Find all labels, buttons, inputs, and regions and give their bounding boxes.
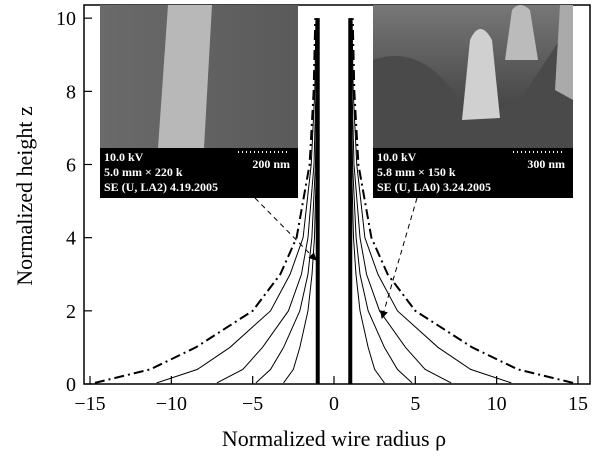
inset-caption: 10.0 kV <box>104 150 144 164</box>
inset-scale: 300 nm <box>527 157 565 171</box>
inset-scale: 200 nm <box>252 157 290 171</box>
sem-pillar <box>462 29 500 120</box>
x-tick-label: 15 <box>568 393 588 415</box>
y-tick-label: 6 <box>66 155 76 177</box>
curve <box>94 18 317 384</box>
sem-caption-box <box>100 148 298 198</box>
y-tick-label: 10 <box>56 8 76 30</box>
x-tick-label: −10 <box>156 393 187 415</box>
plot-frame <box>83 4 591 385</box>
curve <box>350 18 452 384</box>
y-tick-label: 8 <box>66 81 76 103</box>
x-tick-label: 5 <box>410 393 420 415</box>
sem-pillar <box>555 5 573 100</box>
curve <box>216 18 318 384</box>
x-axis-label: Normalized wire radius ρ <box>222 426 446 451</box>
sem-caption-box <box>373 148 573 198</box>
sem-pillar <box>505 5 538 60</box>
y-tick-label: 0 <box>66 374 76 396</box>
arrow <box>380 197 418 319</box>
inset-caption: 5.8 mm × 150 k <box>377 165 456 179</box>
y-tick-label: 4 <box>66 228 76 250</box>
inset-caption: SE (U, LA2) 4.19.2005 <box>104 180 218 194</box>
curve <box>351 18 574 384</box>
y-tick-label: 2 <box>66 301 76 323</box>
curve <box>351 18 512 384</box>
inset-caption: 10.0 kV <box>377 150 417 164</box>
inset-caption: 5.0 mm × 220 k <box>104 165 183 179</box>
x-tick-label: 0 <box>329 393 339 415</box>
y-axis-label: Normalized height z <box>12 106 37 286</box>
x-tick-label: 10 <box>487 393 507 415</box>
curve <box>156 18 317 384</box>
x-tick-label: −5 <box>242 393 263 415</box>
sem-wire <box>158 5 212 148</box>
x-tick-label: −15 <box>74 393 105 415</box>
insets: 10.0 kV5.0 mm × 220 kSE (U, LA2) 4.19.20… <box>100 5 573 319</box>
arrow <box>254 197 317 261</box>
sem-ground <box>373 20 573 148</box>
inset-caption: SE (U, LA0) 3.24.2005 <box>377 180 491 194</box>
